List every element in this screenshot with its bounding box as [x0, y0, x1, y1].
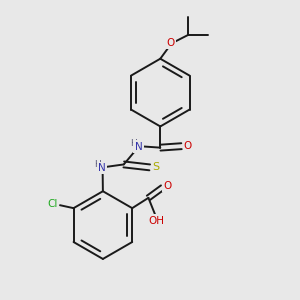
Text: H: H — [94, 160, 101, 169]
Text: S: S — [153, 162, 160, 172]
Text: O: O — [166, 38, 174, 47]
Text: O: O — [164, 181, 172, 191]
Text: N: N — [98, 163, 106, 173]
Text: OH: OH — [149, 215, 165, 226]
Text: O: O — [184, 141, 192, 151]
Text: Cl: Cl — [47, 199, 57, 209]
Text: N: N — [135, 142, 142, 152]
Text: H: H — [130, 139, 137, 148]
